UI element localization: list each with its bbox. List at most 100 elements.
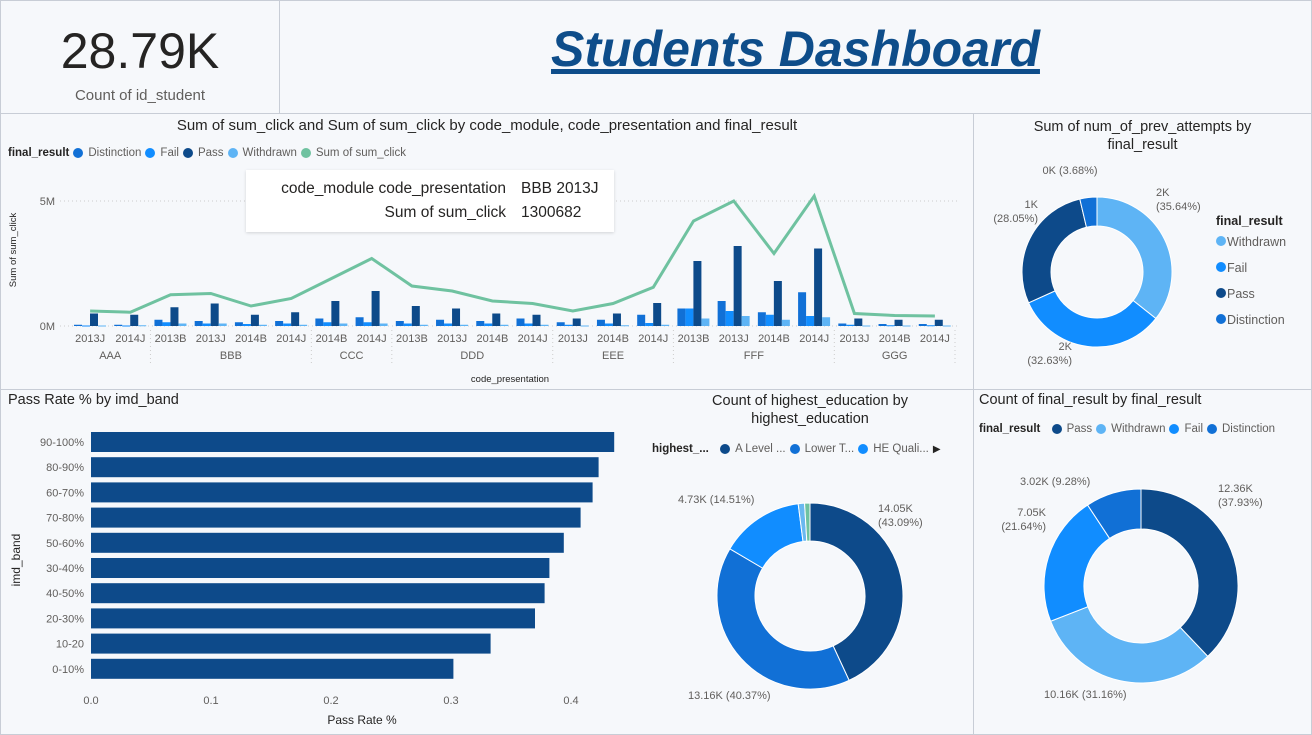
y-tick-label: 60-70% [46, 487, 84, 499]
x-tick-label: 2014J [920, 333, 950, 345]
education-slice [716, 548, 850, 690]
slice-label: 10.16K (31.16%) [1044, 689, 1127, 701]
legend-item[interactable]: Withdrawn [242, 147, 297, 159]
legend-item[interactable]: HE Quali... [873, 443, 929, 455]
x-tick-label: 2014J [357, 333, 387, 345]
bar-distinction [315, 318, 324, 326]
bar-pass [492, 313, 501, 326]
bar-distinction [114, 324, 123, 326]
bar-distinction [838, 323, 847, 326]
legend-dot-icon [182, 148, 193, 158]
x-axis-title: Pass Rate % [327, 713, 397, 727]
edu-chart-title: Count of highest_education by highest_ed… [712, 393, 908, 427]
slice-label: 12.36K (37.93%) [1218, 483, 1263, 509]
x-axis-title: code_presentation [471, 374, 549, 385]
bar-distinction [717, 301, 726, 326]
legend-item[interactable]: Pass [197, 147, 224, 159]
bar-fail [484, 323, 493, 326]
final-result-slice [1049, 606, 1209, 684]
bar-imd-band [91, 432, 615, 452]
bar-fail [886, 325, 895, 327]
bar-fail [202, 323, 211, 326]
bar-withdrawn [500, 324, 509, 326]
legend-item[interactable]: Pass [1066, 423, 1093, 435]
legend-item[interactable]: A Level ... [735, 443, 786, 455]
bar-distinction [234, 322, 243, 326]
bar-withdrawn [339, 323, 348, 326]
slice-label: 7.05K (21.64%) [1001, 507, 1046, 533]
bar-withdrawn [460, 324, 469, 326]
prev-legend: final_result Withdrawn Fail Pass Distinc… [1216, 213, 1286, 333]
bar-withdrawn [419, 324, 428, 326]
x-tick-label: 2014B [879, 333, 911, 345]
bar-pass [934, 319, 943, 326]
bar-fail [524, 323, 533, 326]
legend-item[interactable]: Lower T... [804, 443, 855, 455]
bar-fail [444, 323, 453, 326]
slice-label: 14.05K (43.09%) [878, 503, 923, 529]
x-tick-label: 0.1 [203, 695, 218, 707]
prev-attempts-slice [1079, 196, 1098, 228]
slice-label: 2K (32.63%) [1027, 341, 1072, 367]
bar-distinction [637, 314, 646, 326]
bar-pass [854, 318, 863, 326]
bar-imd-band [91, 558, 550, 578]
bar-distinction [154, 319, 163, 326]
bar-pass [693, 261, 702, 326]
legend-item[interactable]: Fail [1216, 255, 1286, 281]
x-tick-label: 2014J [799, 333, 829, 345]
kpi-value: 28.79K [60, 23, 220, 79]
legend-item[interactable]: Withdrawn [1111, 423, 1166, 435]
legend-item[interactable]: Distinction [1222, 423, 1276, 435]
legend-item[interactable]: Sum of sum_click [315, 147, 406, 159]
slice-label: 4.73K (14.51%) [678, 494, 755, 506]
tooltip-key: code_module code_presentation [281, 180, 506, 197]
legend-next-arrow-icon[interactable]: ▶ [932, 443, 941, 455]
slice-label: 0K (3.68%) [1042, 165, 1098, 177]
line-sum-of-sum-click [90, 192, 935, 318]
bar-fail [765, 314, 774, 326]
bar-withdrawn [862, 325, 871, 327]
legend-item[interactable]: Pass [1216, 281, 1286, 307]
legend-item[interactable]: Fail [1184, 423, 1203, 435]
legend-item[interactable]: Withdrawn [1216, 229, 1286, 255]
x-tick-label: 2014B [476, 333, 508, 345]
bar-fail [363, 322, 372, 326]
x-group-label: GGG [882, 350, 908, 362]
y-tick-label: 90-100% [40, 437, 84, 449]
x-group-label: BBB [220, 350, 242, 362]
bar-pass [170, 307, 179, 326]
bar-pass [250, 314, 259, 326]
bar-pass [653, 303, 662, 326]
legend-title: final_result [979, 423, 1041, 435]
x-tick-label: 2014J [276, 333, 306, 345]
bar-imd-band [91, 482, 593, 503]
bar-pass [773, 281, 782, 326]
bar-distinction [596, 319, 605, 326]
y-axis-title: Sum of sum_click [8, 213, 19, 288]
x-tick-label: 0.4 [563, 695, 578, 707]
bar-withdrawn [902, 325, 911, 327]
x-tick-label: 2013J [437, 333, 467, 345]
bar-withdrawn [138, 325, 147, 327]
bar-distinction [275, 321, 284, 326]
bar-fail [604, 323, 613, 326]
bar-fail [122, 325, 131, 327]
bar-pass [130, 314, 139, 326]
legend-item[interactable]: Fail [160, 147, 179, 159]
bar-fail [846, 324, 855, 326]
y-axis-title: imd_band [9, 534, 23, 587]
bar-pass [894, 319, 903, 326]
x-tick-label: 2013J [839, 333, 869, 345]
x-tick-label: 2014J [115, 333, 145, 345]
slice-label: 13.16K (40.37%) [688, 690, 771, 702]
legend-item[interactable]: Distinction [88, 147, 142, 159]
legend-dot-icon [227, 148, 238, 158]
legend-dot-icon [300, 148, 311, 158]
y-tick-label: 5M [40, 196, 55, 208]
legend-item[interactable]: Distinction [1216, 307, 1286, 333]
x-tick-label: 0.3 [443, 695, 458, 707]
bar-withdrawn [620, 325, 629, 327]
bar-pass [733, 246, 742, 326]
